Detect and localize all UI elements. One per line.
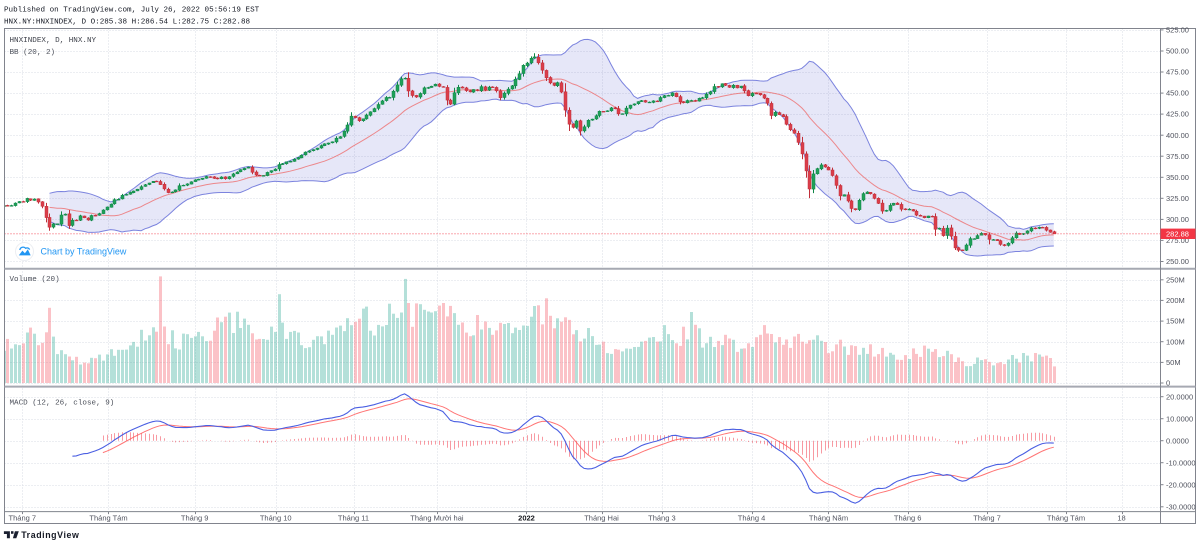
svg-text:Tháng Tám: Tháng Tám <box>89 513 127 522</box>
svg-text:Tháng 7: Tháng 7 <box>973 513 1001 522</box>
svg-text:282.88: 282.88 <box>1166 229 1189 238</box>
svg-text:150M: 150M <box>1166 317 1185 326</box>
svg-text:BB (20, 2): BB (20, 2) <box>10 49 56 57</box>
svg-text:100M: 100M <box>1166 337 1185 346</box>
svg-text:20.0000: 20.0000 <box>1166 392 1193 401</box>
svg-text:TradingView: TradingView <box>21 530 79 540</box>
svg-text:Chart by TradingView: Chart by TradingView <box>41 247 127 257</box>
svg-text:Tháng Mười hai: Tháng Mười hai <box>410 513 464 522</box>
svg-text:250.00: 250.00 <box>1166 257 1189 266</box>
svg-text:275.00: 275.00 <box>1166 236 1189 245</box>
svg-text:Tháng Tám: Tháng Tám <box>1047 513 1085 522</box>
svg-text:Tháng 7: Tháng 7 <box>9 513 37 522</box>
svg-text:Tháng 11: Tháng 11 <box>338 513 369 522</box>
svg-text:Tháng 3: Tháng 3 <box>648 513 676 522</box>
svg-text:375.00: 375.00 <box>1166 152 1189 161</box>
svg-text:Tháng 4: Tháng 4 <box>738 513 766 522</box>
svg-text:Tháng 6: Tháng 6 <box>894 513 922 522</box>
svg-text:18: 18 <box>1117 513 1125 522</box>
svg-text:Published on TradingView.com,: Published on TradingView.com, July 26, 2… <box>4 7 260 15</box>
svg-text:-30.0000: -30.0000 <box>1166 502 1196 511</box>
svg-text:0.0000: 0.0000 <box>1166 436 1189 445</box>
svg-text:425.00: 425.00 <box>1166 110 1189 119</box>
svg-text:Tháng Năm: Tháng Năm <box>809 513 848 522</box>
svg-text:525.00: 525.00 <box>1166 26 1189 35</box>
svg-text:Tháng 10: Tháng 10 <box>260 513 292 522</box>
svg-text:325.00: 325.00 <box>1166 194 1189 203</box>
svg-text:250M: 250M <box>1166 275 1185 284</box>
svg-text:-20.0000: -20.0000 <box>1166 480 1196 489</box>
svg-text:Tháng Hai: Tháng Hai <box>584 513 619 522</box>
svg-text:-10.0000: -10.0000 <box>1166 458 1196 467</box>
svg-text:2022: 2022 <box>518 513 535 522</box>
svg-text:400.00: 400.00 <box>1166 131 1189 140</box>
svg-text:50M: 50M <box>1166 358 1181 367</box>
svg-text:450.00: 450.00 <box>1166 89 1189 98</box>
svg-text:HNXINDEX, D, HNX.NY: HNXINDEX, D, HNX.NY <box>10 37 97 45</box>
svg-text:10.0000: 10.0000 <box>1166 414 1193 423</box>
svg-text:350.00: 350.00 <box>1166 173 1189 182</box>
svg-text:200M: 200M <box>1166 296 1185 305</box>
svg-text:MACD (12, 26, close, 9): MACD (12, 26, close, 9) <box>10 400 115 408</box>
svg-text:300.00: 300.00 <box>1166 215 1189 224</box>
svg-text:500.00: 500.00 <box>1166 47 1189 56</box>
svg-text:HNX.NY:HNXINDEX, D O:285.38 H:: HNX.NY:HNXINDEX, D O:285.38 H:286.54 L:2… <box>4 19 251 27</box>
svg-text:Volume (20): Volume (20) <box>10 276 60 284</box>
svg-text:Tháng 9: Tháng 9 <box>181 513 209 522</box>
svg-text:475.00: 475.00 <box>1166 68 1189 77</box>
svg-text:0: 0 <box>1166 379 1170 388</box>
